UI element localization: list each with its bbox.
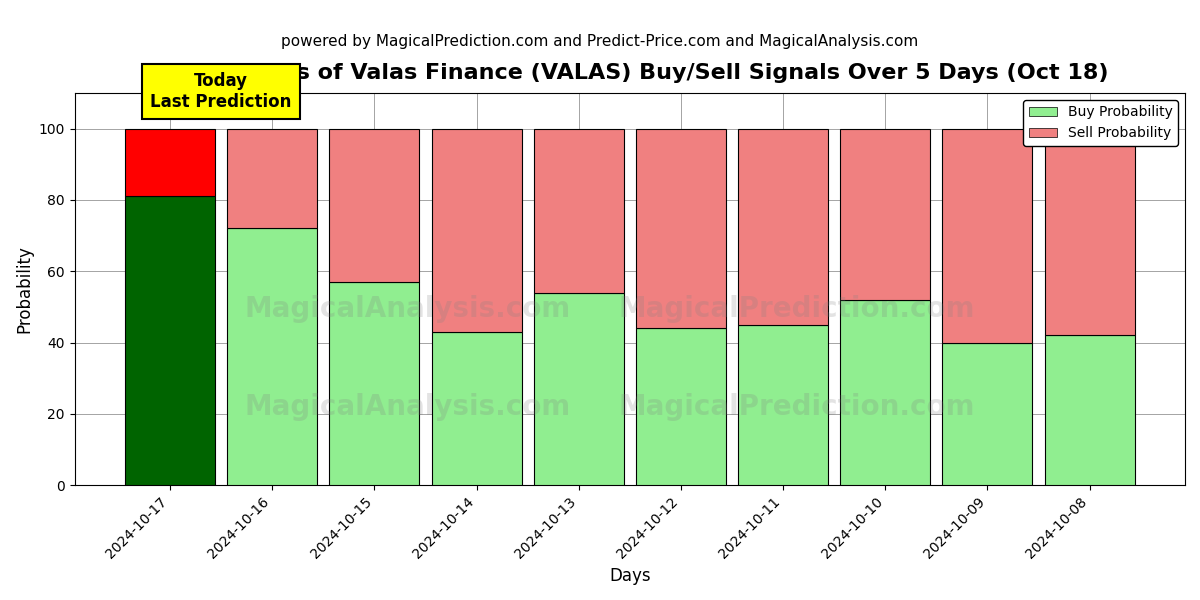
Bar — [840, 128, 930, 300]
Bar — [738, 325, 828, 485]
Bar — [125, 196, 215, 485]
Bar — [330, 282, 419, 485]
Bar — [942, 128, 1032, 343]
Bar — [1045, 128, 1134, 335]
Bar — [942, 343, 1032, 485]
Bar — [738, 128, 828, 325]
X-axis label: Days: Days — [610, 567, 650, 585]
Bar — [1045, 335, 1134, 485]
Text: Today
Last Prediction: Today Last Prediction — [150, 72, 292, 111]
Bar — [227, 128, 317, 229]
Bar — [840, 300, 930, 485]
Text: MagicalAnalysis.com: MagicalAnalysis.com — [245, 393, 571, 421]
Y-axis label: Probability: Probability — [16, 245, 34, 333]
Bar — [636, 128, 726, 328]
Bar — [125, 128, 215, 196]
Text: MagicalAnalysis.com: MagicalAnalysis.com — [245, 295, 571, 323]
Title: Probabilities of Valas Finance (VALAS) Buy/Sell Signals Over 5 Days (Oct 18): Probabilities of Valas Finance (VALAS) B… — [151, 63, 1109, 83]
Bar — [227, 229, 317, 485]
Bar — [534, 293, 624, 485]
Text: MagicalPrediction.com: MagicalPrediction.com — [618, 393, 974, 421]
Legend: Buy Probability, Sell Probability: Buy Probability, Sell Probability — [1024, 100, 1178, 146]
Text: MagicalPrediction.com: MagicalPrediction.com — [618, 295, 974, 323]
Bar — [432, 332, 522, 485]
Bar — [534, 128, 624, 293]
Bar — [432, 128, 522, 332]
Bar — [636, 328, 726, 485]
Text: powered by MagicalPrediction.com and Predict-Price.com and MagicalAnalysis.com: powered by MagicalPrediction.com and Pre… — [281, 34, 919, 49]
Bar — [330, 128, 419, 282]
